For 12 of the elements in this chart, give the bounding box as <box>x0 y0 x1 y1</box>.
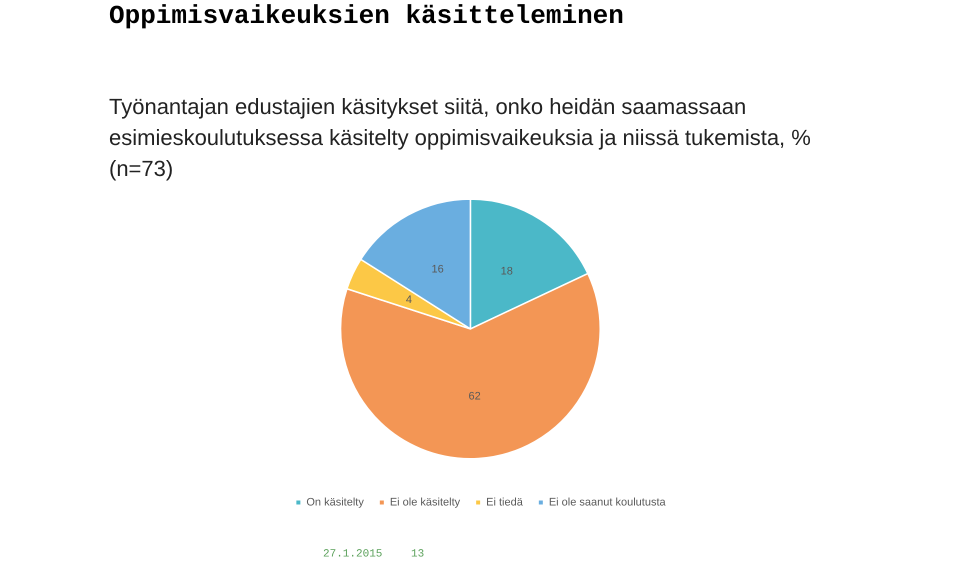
data-label: 4 <box>406 294 412 306</box>
legend-label: On käsitelty <box>306 496 364 508</box>
chart-subtitle: Työnantajan edustajien käsitykset siitä, onko heidän saamassaan esimieskoulutuksessa käsitelty oppimisvaikeuksia ja niissä tukemista, % (n=73) <box>109 94 817 181</box>
data-label: 62 <box>468 390 481 403</box>
chart-title: Oppimisvaikeuksien käsitteleminen <box>109 1 624 31</box>
text: 27.1.2015 <box>323 548 382 560</box>
data-label: 18 <box>500 266 513 278</box>
legend-label: Ei ole saanut koulutusta <box>548 496 667 508</box>
text: 13 <box>411 548 424 560</box>
legend-label: Ei tiedä <box>486 496 524 508</box>
legend-label: Ei ole käsitelty <box>390 496 461 508</box>
data-label: 16 <box>432 263 444 276</box>
